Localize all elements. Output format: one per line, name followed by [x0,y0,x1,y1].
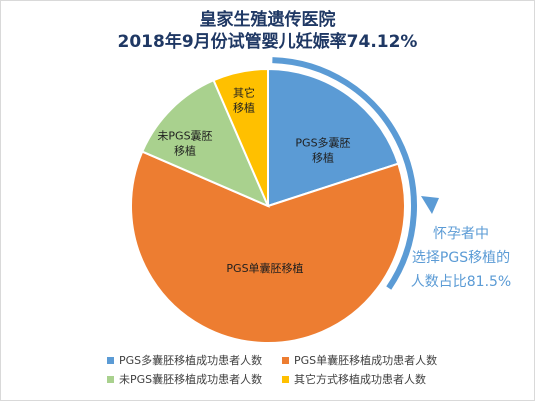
callout-arc [272,57,417,290]
legend-label: PGS单囊胚移植成功患者人数 [294,354,438,367]
legend-swatch [282,375,289,383]
legend-label: 其它方式移植成功患者人数 [294,373,426,386]
callout-text-line: 怀孕者中 [433,226,489,242]
pie-slice [130,150,406,344]
pie-slices [130,67,406,344]
pie-slice [212,67,269,207]
callout-text-line: 人数占比81.5% [411,274,511,290]
legend-swatch [282,356,289,364]
legend-item: PGS多囊胚移植成功患者人数 [107,352,282,368]
pie-slice [267,67,400,208]
pie-slice [140,78,270,208]
slice-label: 其它移植 [233,86,255,115]
legend-item: 其它方式移植成功患者人数 [282,371,482,387]
legend-swatch [107,356,114,364]
legend-label: 未PGS囊胚移植成功患者人数 [119,373,263,386]
chart-title: 皇家生殖遗传医院 2018年9月份试管婴儿妊娠率74.12% [0,9,535,53]
legend-item: PGS单囊胚移植成功患者人数 [282,352,482,368]
slice-label: PGS单囊胚移植 [226,261,303,275]
title-line-2: 2018年9月份试管婴儿妊娠率74.12% [117,32,418,52]
legend: PGS多囊胚移植成功患者人数 PGS单囊胚移植成功患者人数未PGS囊胚移植成功患者… [107,352,507,387]
legend-swatch [107,375,114,383]
slice-label: PGS多囊胚移植 [295,136,350,165]
slice-label: 未PGS囊胚移植 [157,129,212,158]
legend-item: 未PGS囊胚移植成功患者人数 [107,371,282,387]
title-line-1: 皇家生殖遗传医院 [199,10,336,30]
legend-label: PGS多囊胚移植成功患者人数 [119,354,263,367]
callout-arrow [421,196,439,214]
callout-text-line: 选择PGS移植的 [412,250,510,266]
